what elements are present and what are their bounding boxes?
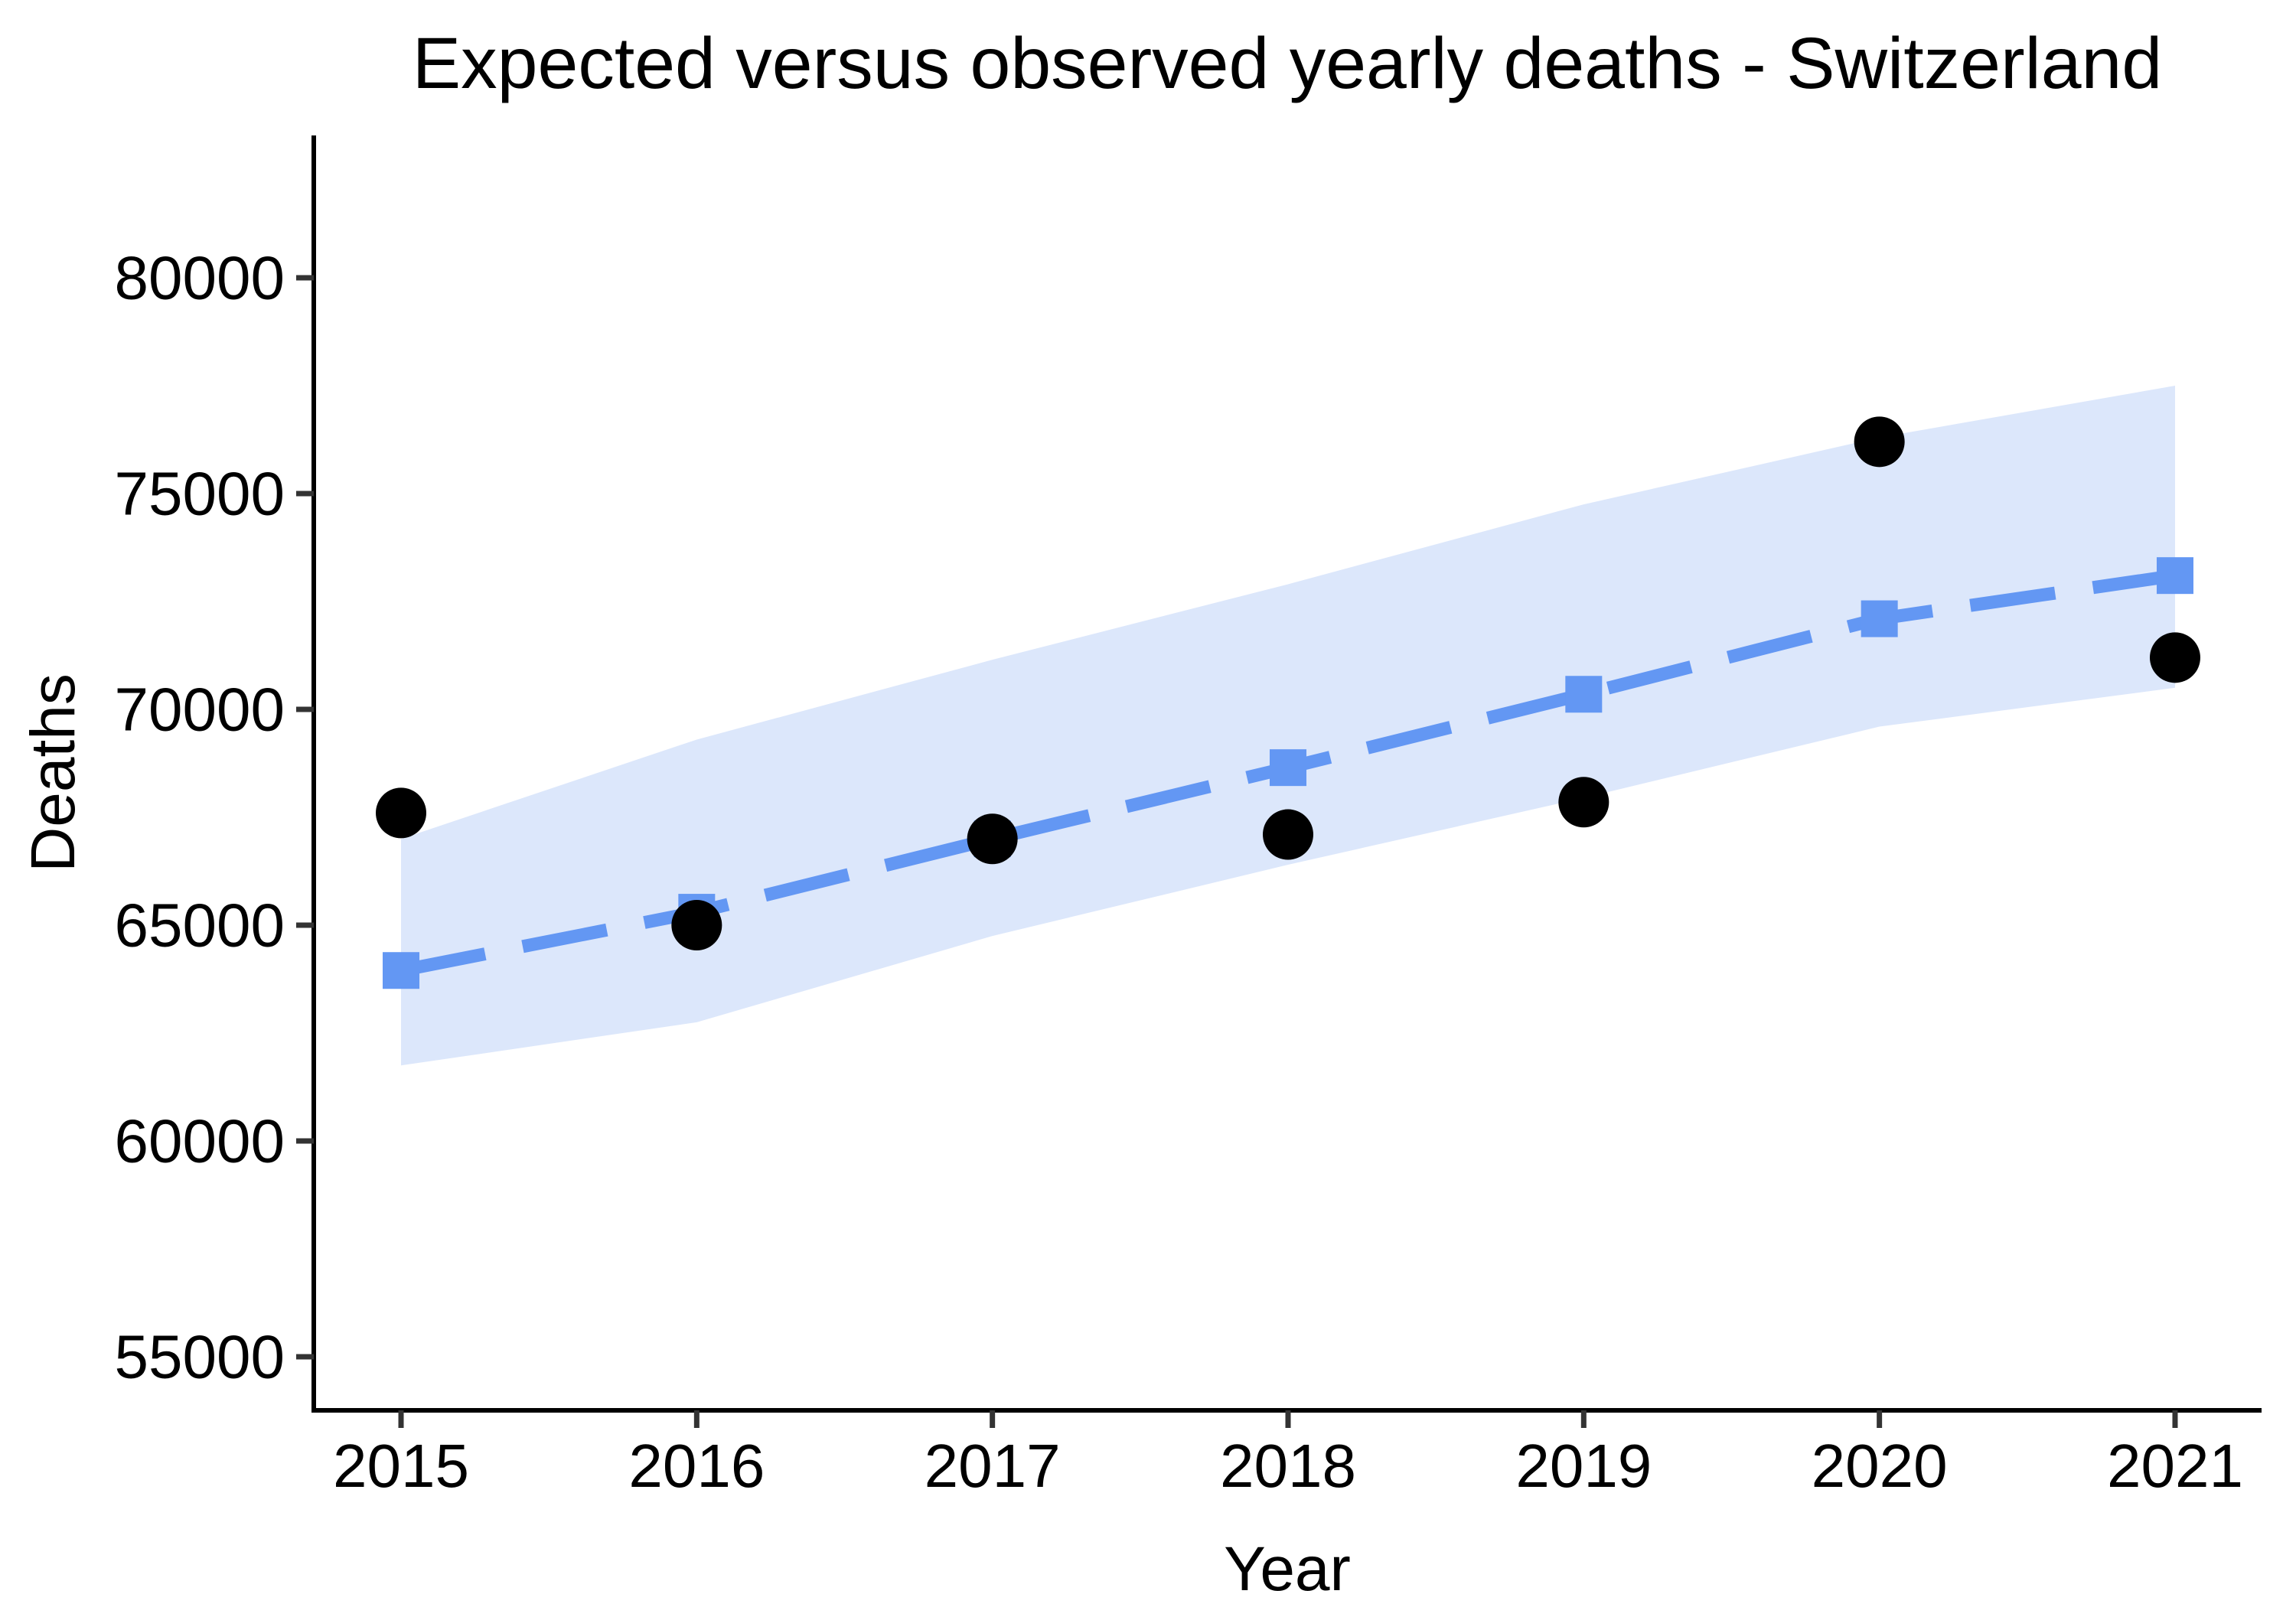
x-axis-title: Year <box>1224 1534 1351 1604</box>
y-axis-title: Deaths <box>18 673 88 872</box>
confidence-band <box>401 386 2175 1066</box>
y-tick-label: 70000 <box>115 676 285 744</box>
observed-dot <box>376 787 426 839</box>
y-tick-label: 75000 <box>115 460 285 528</box>
x-tick-label: 2016 <box>628 1432 765 1500</box>
y-tick-label: 55000 <box>115 1323 285 1391</box>
y-tick-label: 80000 <box>115 244 285 312</box>
observed-dot <box>967 813 1018 865</box>
y-tick-label: 60000 <box>115 1107 285 1175</box>
chart-title: Expected versus observed yearly deaths -… <box>412 23 2163 104</box>
x-tick-label: 2020 <box>1812 1432 1948 1500</box>
x-tick-label: 2015 <box>333 1432 469 1500</box>
expected-marker <box>1565 676 1603 713</box>
expected-marker <box>1269 749 1306 787</box>
x-tick-label: 2018 <box>1220 1432 1356 1500</box>
observed-dot <box>2149 632 2200 683</box>
observed-dot <box>1262 809 1313 860</box>
observed-dot <box>671 900 722 950</box>
x-tick-label: 2021 <box>2107 1432 2243 1500</box>
expected-marker <box>383 952 419 989</box>
y-tick-label: 65000 <box>115 892 285 960</box>
expected-marker <box>1861 600 1898 637</box>
observed-dot <box>1854 416 1905 468</box>
observed-dot <box>1558 777 1609 828</box>
expected-marker <box>2156 557 2193 595</box>
x-tick-label: 2019 <box>1515 1432 1652 1500</box>
x-tick-label: 2017 <box>925 1432 1061 1500</box>
